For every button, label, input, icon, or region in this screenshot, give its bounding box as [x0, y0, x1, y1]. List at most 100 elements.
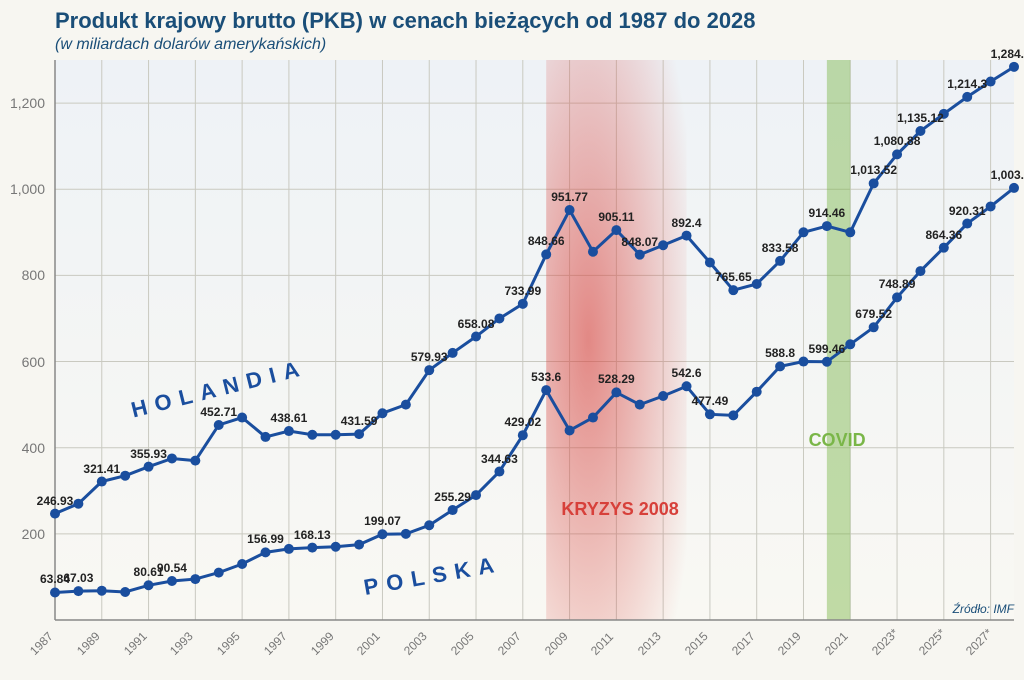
chart-source: Źródło: IMF: [953, 602, 1014, 616]
series-marker: [798, 227, 808, 237]
series-marker: [120, 471, 130, 481]
series-marker: [237, 559, 247, 569]
series-marker: [144, 462, 154, 472]
series-marker: [167, 576, 177, 586]
point-label: 1,013.52: [850, 163, 897, 177]
series-marker: [424, 365, 434, 375]
point-label: 914.46: [809, 206, 846, 220]
series-marker: [50, 587, 60, 597]
series-marker: [775, 256, 785, 266]
point-label: 156.99: [247, 532, 284, 546]
point-label: 579.93: [411, 350, 448, 364]
series-marker: [775, 361, 785, 371]
series-marker: [190, 456, 200, 466]
series-marker: [284, 426, 294, 436]
point-label: 533.6: [531, 370, 561, 384]
point-label: 1,214.3: [947, 77, 987, 91]
series-marker: [611, 387, 621, 397]
series-marker: [214, 420, 224, 430]
series-marker: [97, 586, 107, 596]
series-marker: [377, 529, 387, 539]
event-band: [546, 60, 686, 620]
point-label: 920.31: [949, 204, 986, 218]
series-marker: [635, 250, 645, 260]
point-label: 748.89: [879, 277, 916, 291]
series-marker: [728, 410, 738, 420]
point-label: 321.41: [83, 462, 120, 476]
point-label: 199.07: [364, 514, 401, 528]
series-marker: [565, 205, 575, 215]
series-marker: [541, 249, 551, 259]
series-marker: [798, 357, 808, 367]
series-marker: [682, 381, 692, 391]
series-marker: [1009, 62, 1019, 72]
y-tick-label: 400: [0, 440, 45, 456]
gdp-line-chart: Produkt krajowy brutto (PKB) w cenach bi…: [0, 0, 1024, 680]
point-label: 67.03: [63, 571, 93, 585]
series-marker: [705, 409, 715, 419]
series-marker: [401, 400, 411, 410]
series-marker: [448, 505, 458, 515]
point-label: 1,080.88: [874, 134, 921, 148]
series-marker: [822, 357, 832, 367]
point-label: 542.6: [672, 366, 702, 380]
series-marker: [915, 266, 925, 276]
series-marker: [588, 413, 598, 423]
event-label: KRYZYS 2008: [561, 499, 678, 520]
series-marker: [73, 586, 83, 596]
y-tick-label: 200: [0, 526, 45, 542]
series-marker: [424, 520, 434, 530]
point-label: 355.93: [130, 447, 167, 461]
series-marker: [471, 490, 481, 500]
series-marker: [939, 243, 949, 253]
point-label: 864.36: [925, 228, 962, 242]
series-marker: [1009, 183, 1019, 193]
series-marker: [190, 574, 200, 584]
series-marker: [986, 201, 996, 211]
y-tick-label: 1,000: [0, 181, 45, 197]
point-label: 588.8: [765, 346, 795, 360]
series-marker: [354, 429, 364, 439]
point-label: 344.63: [481, 452, 518, 466]
point-label: 246.93: [37, 494, 74, 508]
series-marker: [752, 387, 762, 397]
series-marker: [73, 499, 83, 509]
point-label: 477.49: [692, 394, 729, 408]
series-marker: [728, 285, 738, 295]
point-label: 848.66: [528, 234, 565, 248]
point-label: 765.65: [715, 270, 752, 284]
event-label: COVID: [809, 430, 866, 451]
series-marker: [658, 391, 668, 401]
point-label: 528.29: [598, 372, 635, 386]
series-marker: [892, 292, 902, 302]
series-marker: [962, 219, 972, 229]
series-marker: [307, 430, 317, 440]
series-marker: [167, 453, 177, 463]
series-marker: [284, 544, 294, 554]
point-label: 255.29: [434, 490, 471, 504]
series-marker: [518, 299, 528, 309]
series-marker: [892, 149, 902, 159]
series-marker: [494, 467, 504, 477]
y-tick-label: 800: [0, 267, 45, 283]
series-marker: [705, 257, 715, 267]
series-marker: [845, 227, 855, 237]
series-marker: [354, 540, 364, 550]
point-label: 168.13: [294, 528, 331, 542]
series-marker: [448, 348, 458, 358]
series-marker: [144, 580, 154, 590]
series-marker: [261, 432, 271, 442]
point-label: 429.02: [504, 415, 541, 429]
series-marker: [869, 322, 879, 332]
y-tick-label: 1,200: [0, 95, 45, 111]
series-marker: [752, 279, 762, 289]
series-marker: [494, 313, 504, 323]
series-marker: [565, 425, 575, 435]
series-marker: [588, 247, 598, 257]
point-label: 1,003.03: [991, 168, 1024, 182]
point-label: 452.71: [200, 405, 237, 419]
series-marker: [401, 529, 411, 539]
point-label: 892.4: [672, 216, 702, 230]
point-label: 679.52: [855, 307, 892, 321]
series-marker: [541, 385, 551, 395]
